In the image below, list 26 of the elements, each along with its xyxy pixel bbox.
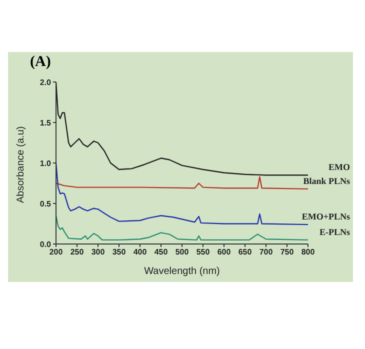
text: EMO — [328, 162, 350, 172]
y-tick-label: 1.0 — [40, 158, 52, 168]
x-tick-label: 200 — [49, 248, 64, 257]
y-axis-title: Absorbance (a.u) — [16, 126, 27, 203]
x-tick-label: 500 — [175, 248, 190, 257]
x-tick-label: 250 — [70, 248, 84, 257]
x-tick-label: 650 — [238, 248, 252, 257]
line-series — [56, 82, 308, 176]
x-tick-label: 300 — [91, 248, 106, 257]
y-tick-label: 2.0 — [40, 78, 52, 87]
series-label: E-PLNs — [319, 226, 350, 237]
y-tick-label: 1.5 — [40, 118, 52, 128]
y-tick-label: 0.0 — [40, 240, 52, 249]
x-tick-label: 800 — [301, 248, 316, 257]
x-tick-label: 550 — [196, 248, 210, 257]
x-tick-label: 400 — [133, 248, 148, 257]
x-tick-label: 450 — [154, 248, 168, 257]
x-axis-title: Wavelength (nm) — [144, 266, 220, 277]
y-tick-label: 0.5 — [40, 199, 52, 208]
x-tick-label: 750 — [280, 248, 294, 257]
x-tick-label: 700 — [259, 248, 274, 257]
x-tick-label: 350 — [112, 248, 126, 257]
series-label: EMO+PLNs — [302, 212, 350, 222]
series-label: Blank PLNs — [303, 176, 350, 186]
x-tick-label: 600 — [217, 248, 232, 257]
chart-title: (A) — [30, 54, 51, 71]
